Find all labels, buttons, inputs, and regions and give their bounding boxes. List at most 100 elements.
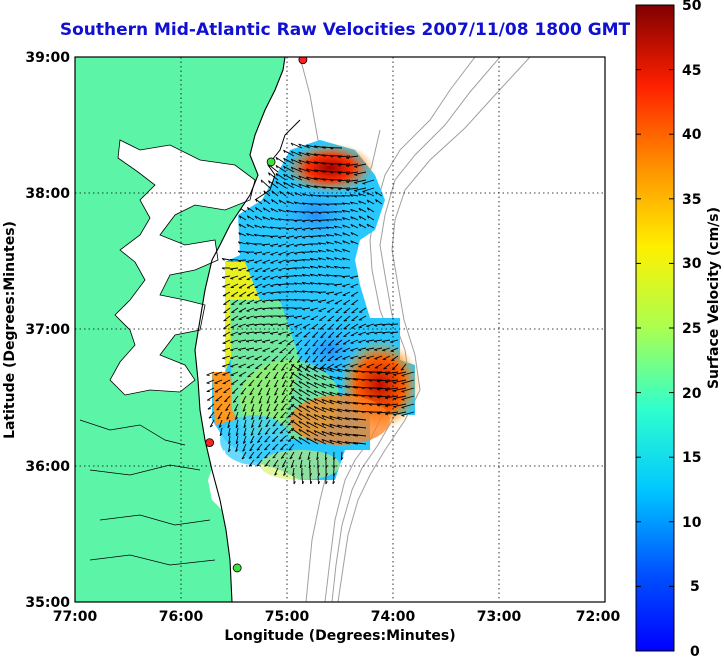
velocity-arrow: [382, 355, 391, 360]
velocity-arrow: [337, 416, 351, 421]
colorbar-tick-label: 50: [682, 0, 702, 14]
velocity-arrow-head: [329, 407, 333, 411]
velocity-arrow: [327, 323, 335, 330]
velocity-arrow: [317, 235, 327, 237]
velocity-arrow-head: [326, 257, 329, 260]
velocity-arrow: [326, 256, 335, 261]
velocity-arrow: [343, 315, 351, 322]
velocity-arrow-head: [250, 441, 254, 444]
velocity-arrow: [263, 190, 271, 197]
velocity-arrow: [273, 371, 279, 379]
velocity-arrow-head: [270, 342, 274, 344]
velocity-arrow-head: [349, 194, 353, 197]
velocity-arrow-head: [277, 307, 281, 310]
velocity-arrow: [314, 430, 327, 437]
velocity-arrow: [381, 323, 391, 326]
velocity-arrow: [262, 259, 271, 264]
velocity-arrow: [302, 193, 311, 197]
velocity-arrow: [302, 202, 311, 205]
velocity-arrow: [298, 151, 311, 157]
velocity-arrow-head: [309, 282, 313, 285]
velocity-arrow: [354, 163, 367, 168]
velocity-arrow: [228, 443, 231, 452]
velocity-arrow: [306, 397, 319, 405]
velocity-arrow-head: [321, 415, 325, 418]
velocity-arrow-head: [262, 216, 265, 220]
velocity-arrow-head: [253, 316, 258, 319]
velocity-arrow-head: [376, 396, 380, 399]
velocity-arrow-head: [263, 368, 268, 370]
velocity-arrow: [290, 182, 303, 189]
velocity-arrow: [275, 157, 287, 165]
velocity-arrow: [342, 347, 351, 352]
velocity-arrow-head: [291, 420, 294, 424]
velocity-arrow-head: [245, 251, 249, 254]
velocity-arrow: [367, 215, 375, 221]
velocity-arrow: [279, 419, 287, 426]
velocity-arrow-head: [253, 234, 257, 237]
velocity-arrow-head: [258, 401, 262, 404]
velocity-arrow-head: [350, 232, 353, 236]
velocity-arrow: [342, 209, 351, 213]
velocity-arrow: [302, 235, 311, 238]
map-title: Southern Mid-Atlantic Raw Velocities 200…: [59, 20, 631, 40]
velocity-arrow-head: [221, 267, 225, 270]
velocity-arrow-head: [337, 432, 340, 436]
velocity-arrow: [374, 347, 383, 351]
velocity-arrow: [343, 307, 351, 314]
velocity-arrow-head: [257, 440, 261, 443]
velocity-arrow-head: [350, 216, 353, 220]
velocity-arrow: [246, 299, 255, 304]
velocity-arrow: [358, 315, 367, 321]
velocity-arrow-head: [264, 448, 268, 451]
velocity-arrow: [253, 323, 263, 326]
velocity-arrow: [292, 467, 295, 476]
velocity-arrow-head: [240, 392, 244, 395]
velocity-arrow-head: [241, 457, 245, 460]
velocity-arrow-head: [258, 417, 262, 420]
velocity-arrow: [329, 391, 343, 397]
velocity-arrow-head: [230, 349, 234, 352]
velocity-arrow: [250, 395, 255, 404]
velocity-arrow-head: [302, 318, 306, 320]
velocity-arrow: [401, 411, 415, 416]
velocity-arrow: [353, 434, 367, 437]
velocity-arrow: [254, 283, 263, 288]
velocity-arrow: [291, 364, 303, 373]
velocity-arrow: [254, 215, 263, 221]
velocity-arrow-head: [255, 207, 258, 211]
velocity-arrow-head: [304, 344, 308, 347]
velocity-arrow: [298, 380, 311, 389]
velocity-arrow: [234, 411, 239, 420]
velocity-arrow: [247, 215, 255, 221]
velocity-arrow-head: [291, 380, 294, 384]
velocity-arrow: [265, 411, 271, 420]
velocity-arrow-head: [246, 325, 250, 327]
velocity-arrow: [246, 259, 255, 263]
velocity-arrow-head: [288, 352, 292, 355]
velocity-arrow: [345, 417, 359, 421]
velocity-arrow: [235, 443, 239, 452]
velocity-arrow-head: [333, 465, 336, 469]
velocity-arrow-head: [376, 412, 380, 415]
velocity-arrow-head: [319, 360, 324, 362]
velocity-arrow-head: [301, 211, 305, 214]
velocity-arrow: [337, 384, 351, 389]
velocity-arrow-head: [317, 273, 321, 277]
velocity-arrow-head: [384, 373, 389, 376]
velocity-arrow-head: [325, 226, 329, 230]
velocity-arrow: [247, 207, 255, 213]
velocity-arrow: [321, 414, 335, 421]
velocity-arrow: [350, 283, 359, 288]
velocity-arrow: [255, 363, 263, 369]
velocity-arrow-head: [235, 441, 239, 445]
velocity-arrow: [235, 419, 239, 428]
velocity-arrow: [358, 215, 367, 221]
velocity-arrow-head: [288, 408, 292, 410]
velocity-arrow-head: [313, 422, 317, 426]
velocity-arrow: [309, 291, 319, 293]
velocity-arrow: [321, 390, 335, 397]
velocity-arrow-head: [208, 416, 212, 419]
velocity-arrow-head: [321, 367, 325, 370]
velocity-arrow: [335, 307, 343, 313]
